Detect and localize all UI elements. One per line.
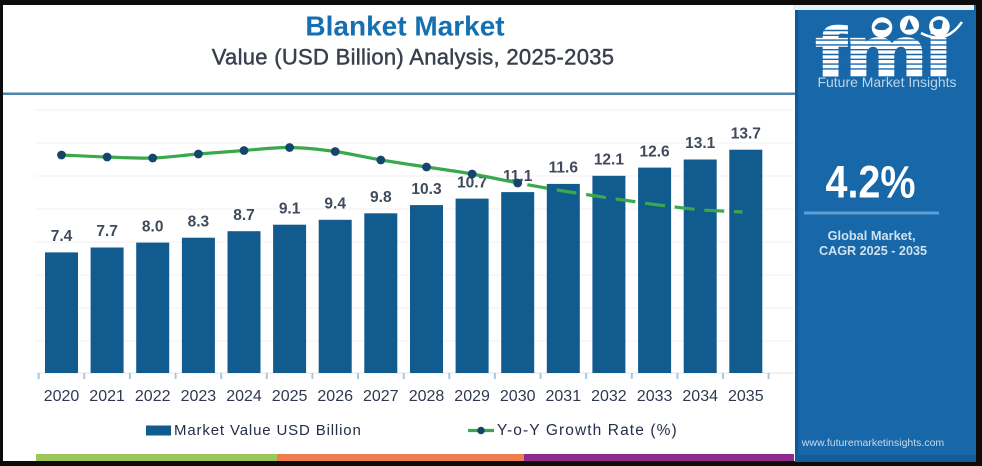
svg-text:Blanket Market: Blanket Market xyxy=(305,11,504,42)
svg-text:10.3: 10.3 xyxy=(411,181,442,198)
svg-text:www.futuremarketinsights.com: www.futuremarketinsights.com xyxy=(801,437,945,449)
svg-text:8.7: 8.7 xyxy=(233,207,255,224)
svg-text:Y-o-Y Growth Rate (%): Y-o-Y Growth Rate (%) xyxy=(497,422,678,439)
svg-text:9.1: 9.1 xyxy=(279,200,301,217)
svg-text:2031: 2031 xyxy=(546,388,582,405)
svg-text:2022: 2022 xyxy=(135,388,171,405)
svg-text:7.4: 7.4 xyxy=(51,228,73,245)
svg-text:12.1: 12.1 xyxy=(594,152,625,169)
svg-text:fmi: fmi xyxy=(816,14,951,90)
svg-text:13.1: 13.1 xyxy=(685,135,716,152)
svg-text:2020: 2020 xyxy=(44,388,80,405)
svg-text:2026: 2026 xyxy=(317,388,353,405)
svg-text:2028: 2028 xyxy=(409,388,445,405)
svg-text:2024: 2024 xyxy=(226,388,262,405)
svg-text:CAGR 2025 - 2035: CAGR 2025 - 2035 xyxy=(819,243,927,258)
svg-text:2035: 2035 xyxy=(728,388,764,405)
svg-text:2032: 2032 xyxy=(591,388,627,405)
svg-text:8.3: 8.3 xyxy=(188,213,210,230)
svg-text:9.8: 9.8 xyxy=(370,189,392,206)
svg-text:Value (USD Billion) Analysis,: Value (USD Billion) Analysis, 2025-2035 xyxy=(212,45,615,70)
svg-text:10.7: 10.7 xyxy=(457,174,487,191)
svg-text:4.2%: 4.2% xyxy=(826,157,916,208)
svg-text:2034: 2034 xyxy=(682,388,718,405)
svg-text:2033: 2033 xyxy=(637,388,673,405)
svg-text:2030: 2030 xyxy=(500,388,536,405)
svg-text:2021: 2021 xyxy=(89,388,125,405)
svg-text:2027: 2027 xyxy=(363,388,399,405)
svg-text:Market Value USD Billion: Market Value USD Billion xyxy=(174,422,362,439)
svg-text:2029: 2029 xyxy=(454,388,490,405)
svg-text:11.6: 11.6 xyxy=(549,160,579,177)
svg-text:12.6: 12.6 xyxy=(640,143,671,160)
svg-text:2023: 2023 xyxy=(181,388,217,405)
svg-text:9.4: 9.4 xyxy=(324,196,346,213)
svg-text:8.0: 8.0 xyxy=(142,218,164,235)
svg-text:2025: 2025 xyxy=(272,388,308,405)
svg-text:Global Market,: Global Market, xyxy=(828,228,916,243)
svg-text:7.7: 7.7 xyxy=(96,223,118,240)
svg-text:13.7: 13.7 xyxy=(731,125,761,142)
svg-text:Future Market Insights: Future Market Insights xyxy=(818,74,957,90)
